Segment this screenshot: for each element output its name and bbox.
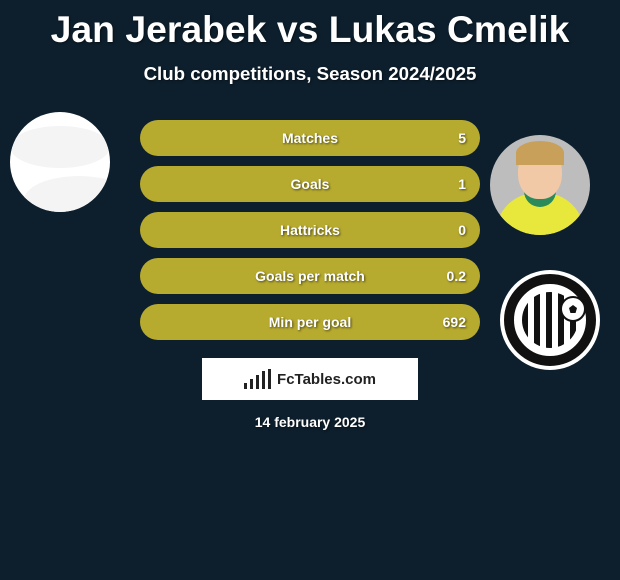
stat-label: Min per goal: [269, 314, 351, 330]
club-badge: [500, 270, 600, 370]
player-right-avatar: [490, 135, 590, 235]
player-left-avatar: [10, 112, 110, 212]
stat-value-right: 692: [426, 314, 466, 330]
brand-bars-icon: [244, 369, 271, 389]
stat-value-right: 0: [426, 222, 466, 238]
stat-label: Goals: [291, 176, 330, 192]
stat-bar: Goals per match 0.2: [140, 258, 480, 294]
page-subtitle: Club competitions, Season 2024/2025: [0, 63, 620, 85]
brand-box: FcTables.com: [202, 358, 418, 400]
stat-bar: Matches 5: [140, 120, 480, 156]
page-title: Jan Jerabek vs Lukas Cmelik: [0, 0, 620, 51]
stat-value-right: 0.2: [426, 268, 466, 284]
brand-text: FcTables.com: [277, 371, 376, 388]
date-text: 14 february 2025: [0, 414, 620, 430]
stat-value-right: 5: [426, 130, 466, 146]
stat-value-right: 1: [426, 176, 466, 192]
stat-bar: Goals 1: [140, 166, 480, 202]
stat-bar: Min per goal 692: [140, 304, 480, 340]
stat-bar: Hattricks 0: [140, 212, 480, 248]
stats-panel: Matches 5 Goals 1 Hattricks 0 Goals per match 0…: [140, 120, 480, 350]
stat-label: Goals per match: [255, 268, 365, 284]
stat-label: Matches: [282, 130, 338, 146]
stat-label: Hattricks: [280, 222, 340, 238]
